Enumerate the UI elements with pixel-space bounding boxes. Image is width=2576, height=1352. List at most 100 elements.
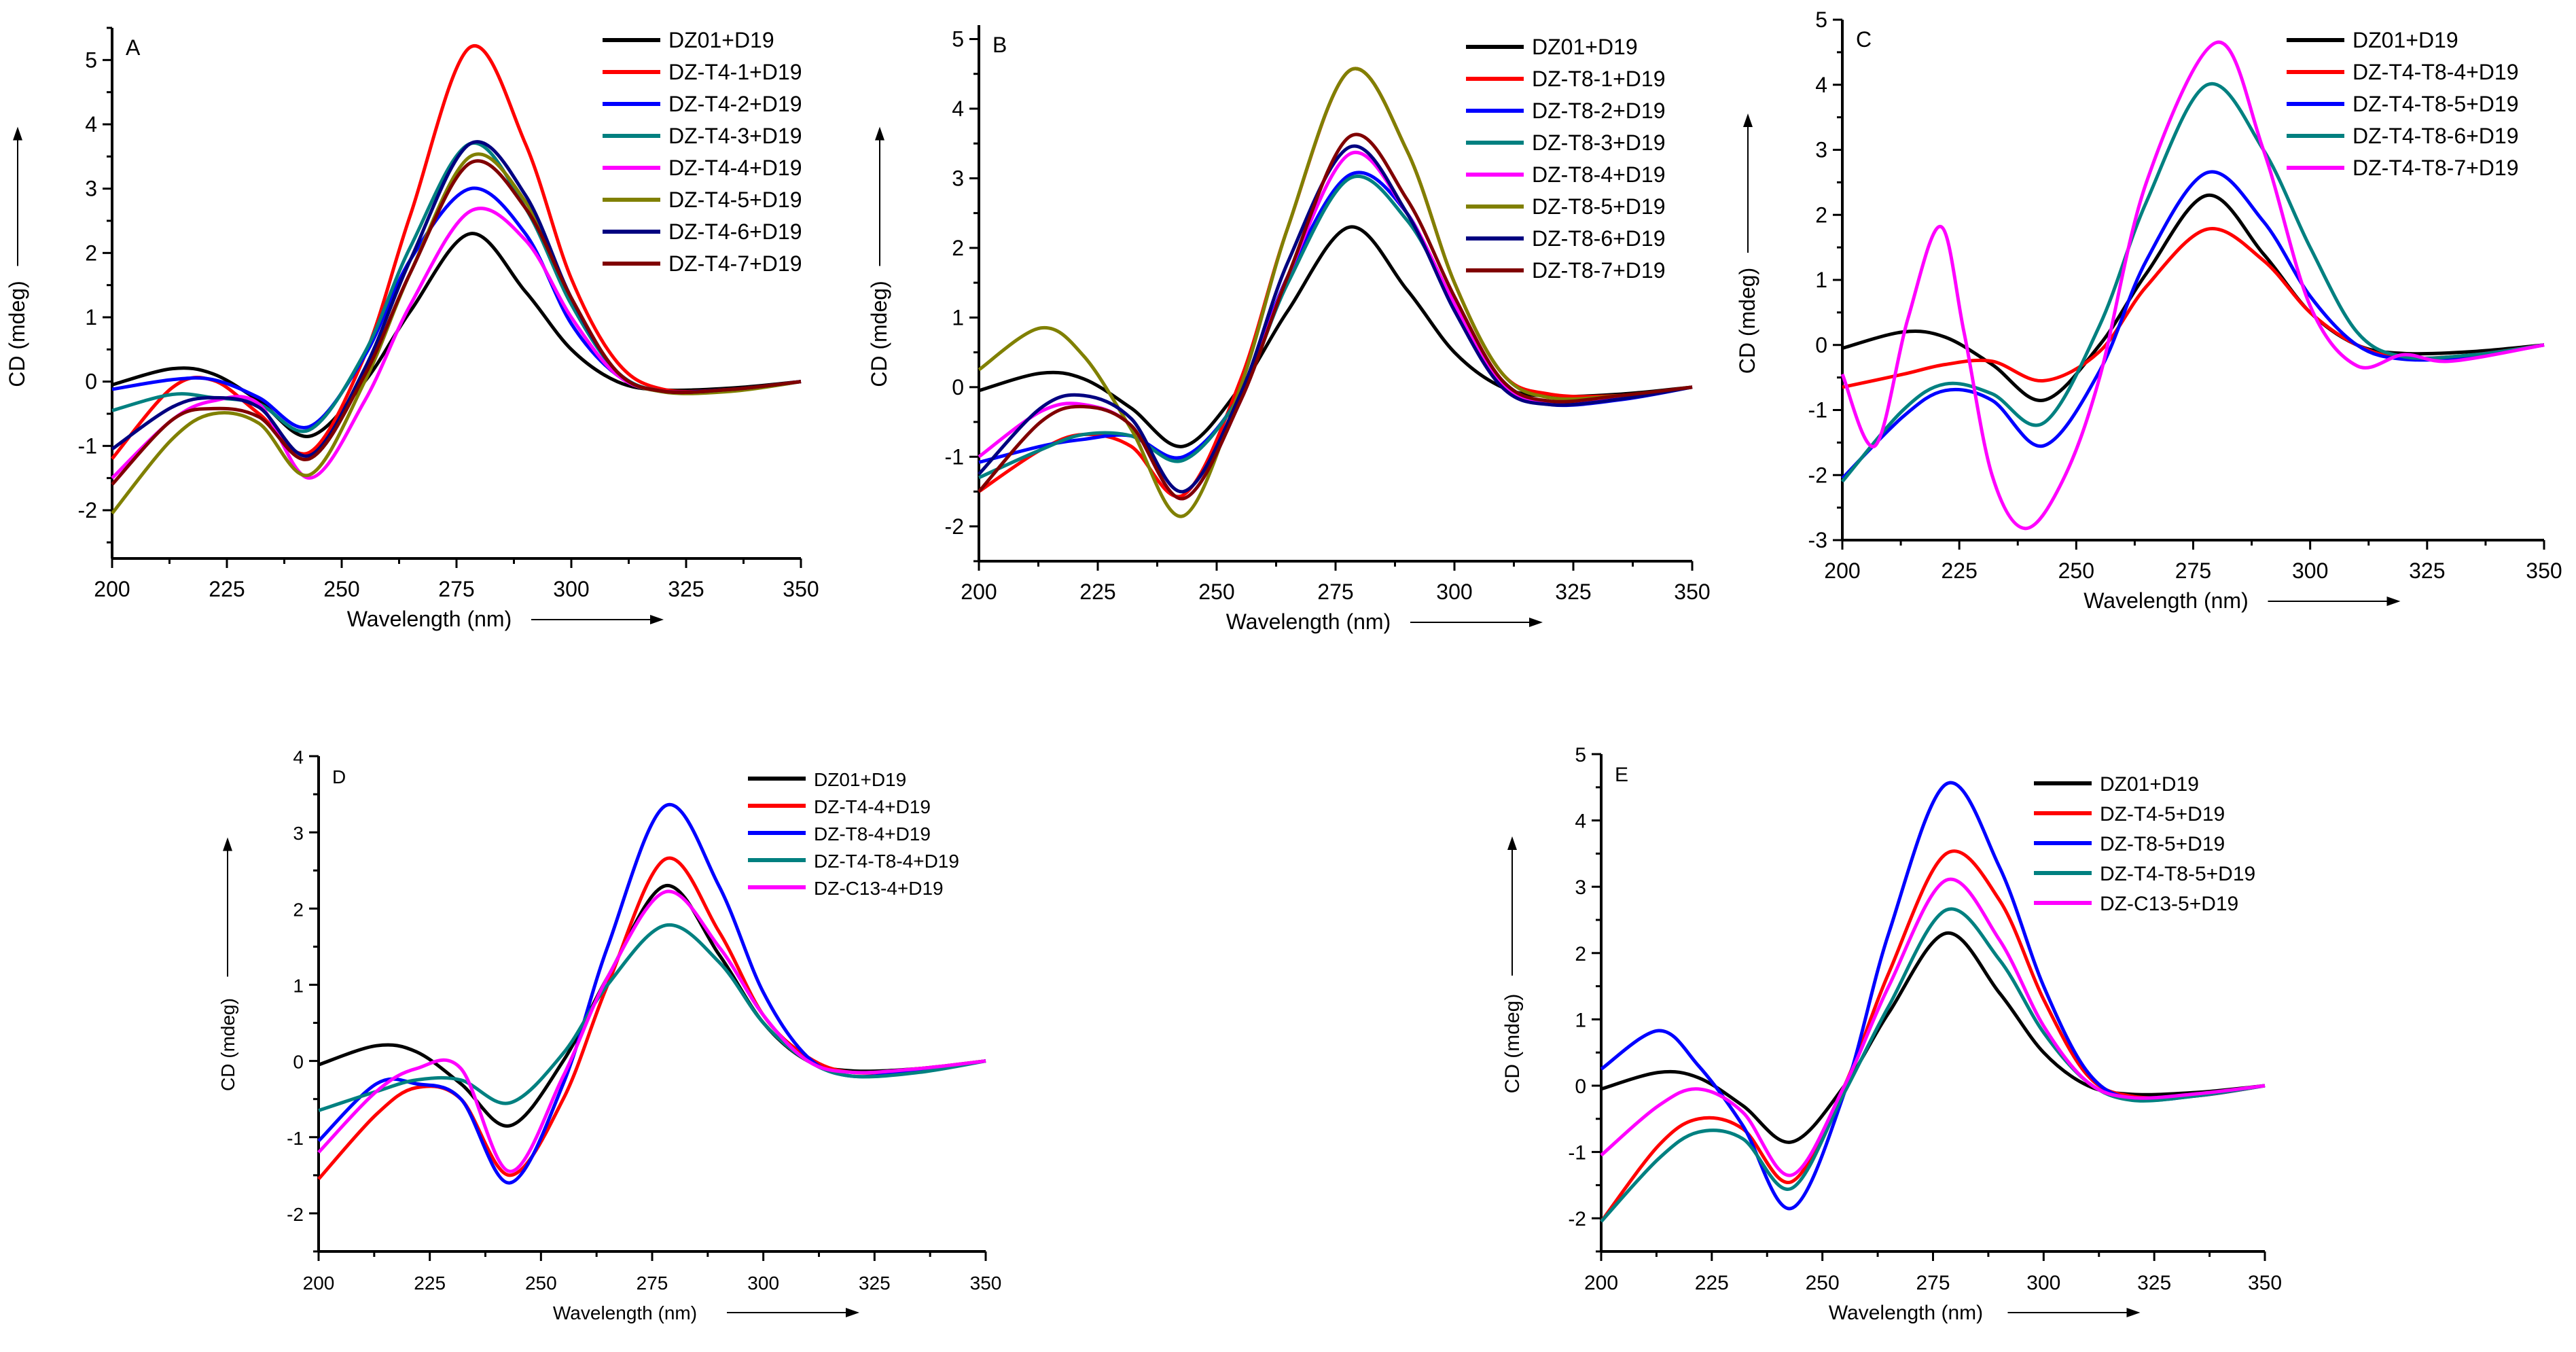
- x-tick-label: 300: [2026, 1272, 2060, 1294]
- series-line-dz-c13-5-d19: [1600, 877, 2266, 1177]
- y-tick-label: 0: [1815, 333, 1827, 357]
- y-tick-label: 2: [952, 236, 964, 260]
- x-axis-arrow-icon: [2386, 597, 2401, 606]
- series-line-dz01-d19: [1842, 194, 2545, 402]
- y-tick-label: -2: [1568, 1208, 1586, 1230]
- legend-label: DZ-T8-5+D19: [2100, 833, 2225, 855]
- y-axis-arrow-icon: [875, 126, 884, 141]
- x-axis-arrow-icon: [1529, 618, 1543, 627]
- x-tick-label: 300: [1436, 580, 1472, 604]
- legend-label: DZ-T4-T8-6+D19: [2353, 124, 2519, 148]
- panel-e: 200 225 250 275 300 325 350 -2 -1 0 1 2 3 4 5 E Waveleng…: [1501, 744, 2282, 1324]
- x-tick-label: 300: [2292, 558, 2328, 583]
- legend-label: DZ-T4-4+D19: [814, 796, 931, 817]
- y-tick-label: 1: [1815, 268, 1827, 292]
- x-tick-label: 225: [1079, 580, 1115, 604]
- y-tick-label: 5: [85, 48, 97, 72]
- y-tick-label: 2: [1815, 202, 1827, 227]
- panel-letter: C: [1856, 27, 1872, 52]
- legend-label: DZ01+D19: [2100, 773, 2199, 796]
- x-tick-label: 325: [859, 1273, 891, 1294]
- x-axis-label: Wavelength (nm): [1226, 609, 1391, 634]
- x-tick-label: 350: [783, 577, 819, 601]
- y-axis-label: CD (mdeg): [5, 281, 29, 387]
- x-axis-arrow-icon: [2126, 1308, 2141, 1317]
- x-tick-label: 300: [747, 1273, 779, 1294]
- y-axis-arrow-icon: [13, 126, 22, 141]
- y-tick-label: -2: [1808, 463, 1827, 487]
- x-axis-label: Wavelength (nm): [347, 607, 512, 631]
- x-tick-label: 200: [1824, 558, 1860, 583]
- panel-letter: E: [1615, 764, 1628, 786]
- panel-letter: B: [992, 33, 1007, 57]
- x-tick-label: 350: [2248, 1272, 2282, 1294]
- y-axis-arrow-icon: [223, 837, 232, 851]
- y-axis-arrow-icon: [1507, 836, 1517, 850]
- x-tick-label: 225: [1695, 1272, 1729, 1294]
- legend-label: DZ-T8-2+D19: [1532, 99, 1666, 123]
- y-tick-label: 0: [952, 375, 964, 399]
- series-line-dz-t4-t8-6-d19: [1841, 82, 2545, 483]
- y-tick-label: 1: [293, 975, 304, 996]
- series-line-dz-t4-4-d19: [317, 856, 986, 1181]
- y-tick-label: 3: [952, 166, 964, 190]
- legend-label: DZ-T4-5+D19: [2100, 803, 2225, 825]
- x-tick-label: 200: [1584, 1272, 1618, 1294]
- y-axis-label: CD (mdeg): [217, 998, 238, 1091]
- series-line-dz-t4-t8-7-d19: [1840, 40, 2545, 531]
- x-tick-label: 250: [1198, 580, 1234, 604]
- x-tick-label: 275: [637, 1273, 668, 1294]
- legend-label: DZ-T4-T8-4+D19: [2353, 60, 2519, 84]
- x-tick-label: 325: [2137, 1272, 2171, 1294]
- series-line-dz-c13-4-d19: [317, 889, 986, 1173]
- y-axis-label: CD (mdeg): [1735, 268, 1759, 374]
- x-tick-label: 200: [94, 577, 130, 601]
- x-tick-label: 275: [1916, 1272, 1950, 1294]
- x-tick-label: 225: [209, 577, 245, 601]
- legend-label: DZ-C13-4+D19: [814, 878, 944, 899]
- y-axis-arrow-icon: [1743, 113, 1753, 127]
- x-axis-arrow-icon: [650, 615, 664, 624]
- y-tick-label: 4: [952, 96, 964, 121]
- y-tick-label: -1: [287, 1128, 304, 1149]
- legend-label: DZ-T8-1+D19: [1532, 67, 1666, 91]
- legend-label: DZ-T4-T8-4+D19: [814, 851, 959, 872]
- y-tick-label: 2: [1575, 943, 1586, 965]
- x-tick-label: 250: [1806, 1272, 1840, 1294]
- series-line-dz-t4-t8-4-d19: [318, 923, 986, 1112]
- x-tick-label: 350: [970, 1273, 1002, 1294]
- series-line-dz-t4-4-d19: [111, 207, 802, 480]
- series-line-dz-t8-7-d19: [978, 132, 1693, 501]
- legend-label: DZ-T8-3+D19: [1532, 130, 1666, 155]
- x-axis-label: Wavelength (nm): [553, 1302, 697, 1323]
- legend-label: DZ01+D19: [2353, 28, 2458, 52]
- series-line-dz-t4-7-d19: [111, 159, 802, 486]
- legend-label: DZ-T4-T8-5+D19: [2100, 863, 2255, 885]
- x-axis-label: Wavelength (nm): [1829, 1302, 1983, 1324]
- y-tick-label: 3: [1575, 876, 1586, 899]
- y-tick-label: 2: [293, 899, 304, 920]
- y-tick-label: 4: [293, 747, 304, 768]
- x-tick-label: 250: [2058, 558, 2094, 583]
- legend-label: DZ-T4-1+D19: [668, 60, 802, 84]
- legend-label: DZ-T8-4+D19: [814, 823, 931, 844]
- x-tick-label: 275: [2175, 558, 2211, 583]
- y-tick-label: 5: [952, 26, 964, 51]
- series-line-dz-t8-5-d19: [978, 67, 1693, 518]
- legend-label: DZ-T8-6+D19: [1532, 226, 1666, 251]
- x-tick-label: 275: [438, 577, 474, 601]
- y-tick-label: 4: [1815, 73, 1827, 97]
- legend-label: DZ-T4-T8-5+D19: [2353, 92, 2519, 116]
- y-tick-label: -2: [78, 498, 97, 522]
- x-tick-label: 300: [553, 577, 589, 601]
- panel-d: 200 225 250 275 300 325 350 -2 -1 0 1 2 3 4 D Wavelengt…: [217, 747, 1001, 1323]
- x-tick-label: 250: [323, 577, 359, 601]
- legend-label: DZ-T4-3+D19: [668, 124, 802, 148]
- panel-letter: D: [332, 766, 346, 787]
- x-tick-label: 275: [1317, 580, 1353, 604]
- y-tick-label: 5: [1815, 7, 1827, 32]
- y-tick-label: 4: [1575, 811, 1586, 833]
- y-tick-label: 0: [293, 1052, 304, 1073]
- y-tick-label: -2: [287, 1204, 304, 1225]
- x-axis-arrow-icon: [846, 1308, 859, 1317]
